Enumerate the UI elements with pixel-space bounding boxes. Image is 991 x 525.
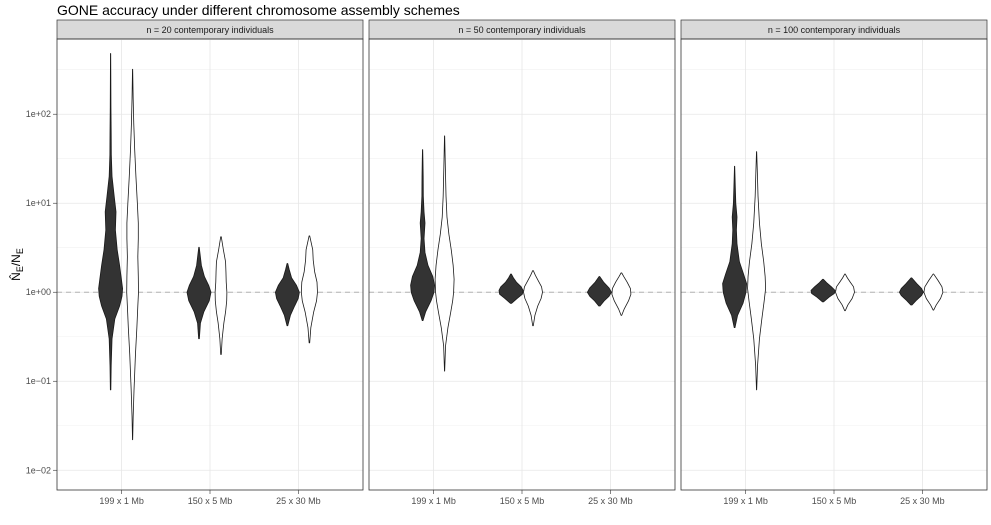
violin-outline [835, 273, 855, 312]
facet-panel: n = 20 contemporary individuals 199 x 1 M… [56, 19, 364, 506]
violin-filled [186, 246, 212, 340]
violin-filled [587, 276, 612, 307]
y-axis-label: N̂E/NE [8, 248, 25, 281]
y-tick-label: 1e−02 [26, 465, 51, 475]
violin-outline [300, 235, 318, 344]
violin-outline [611, 272, 632, 316]
x-tick-label: 25 x 30 Mb [276, 496, 321, 506]
y-tick-label: 1e+01 [26, 198, 51, 208]
violin-filled [98, 53, 123, 391]
x-tick-label: 150 x 5 Mb [500, 496, 545, 506]
violin-filled [899, 277, 924, 306]
violin-outline [923, 273, 944, 311]
violin-filled [410, 149, 435, 322]
panel-border [680, 38, 988, 491]
y-tick-label: 1e+02 [26, 109, 51, 119]
y-axis-title: N̂E/NE [8, 248, 25, 281]
x-tick-label: 199 x 1 Mb [99, 496, 144, 506]
violin-outline [214, 236, 228, 355]
facet-strip-label: n = 20 contemporary individuals [146, 25, 274, 35]
violin-filled [722, 165, 747, 329]
violin-outline [126, 68, 139, 441]
panel-border [368, 38, 676, 491]
violin-filled [498, 273, 524, 304]
violin-filled [810, 278, 836, 303]
violin-outline [434, 135, 455, 372]
violin-outline [523, 270, 543, 327]
x-tick-label: 25 x 30 Mb [900, 496, 945, 506]
y-tick-label: 1e−01 [26, 376, 51, 386]
chart-title: GONE accuracy under different chromosome… [57, 2, 460, 18]
x-tick-label: 150 x 5 Mb [812, 496, 857, 506]
facet-panel: n = 100 contemporary individuals 199 x 1 … [680, 19, 988, 506]
panel-border [56, 38, 364, 491]
facet-strip-label: n = 100 contemporary individuals [768, 25, 901, 35]
x-tick-label: 199 x 1 Mb [723, 496, 768, 506]
y-tick-label: 1e+00 [26, 287, 51, 297]
x-tick-label: 25 x 30 Mb [588, 496, 633, 506]
violin-outline [747, 151, 767, 391]
x-tick-label: 199 x 1 Mb [411, 496, 456, 506]
x-tick-label: 150 x 5 Mb [188, 496, 233, 506]
facet-strip-label: n = 50 contemporary individuals [458, 25, 586, 35]
facet-panel: n = 50 contemporary individuals 199 x 1 M… [368, 19, 676, 506]
facet-panels: 1e−02 1e−01 1e+00 1e+01 1e+02 n = 20 contempo… [26, 19, 988, 506]
violin-filled [275, 263, 300, 327]
